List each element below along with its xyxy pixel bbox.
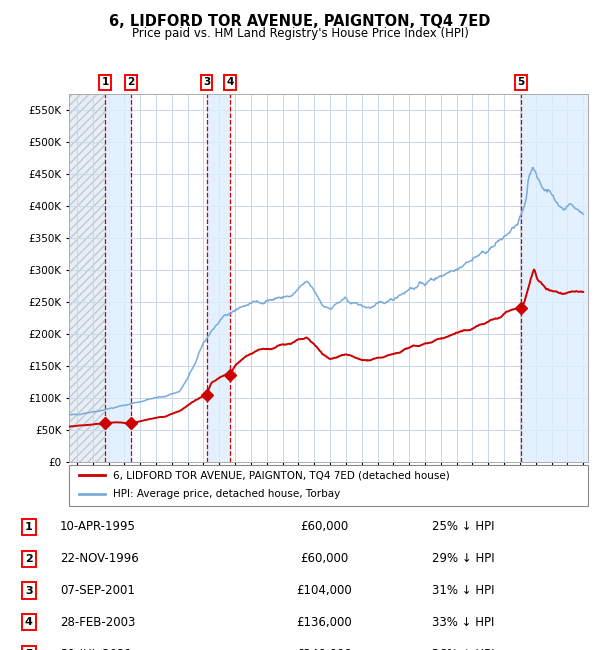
Text: 10-APR-1995: 10-APR-1995	[60, 520, 136, 533]
Text: £60,000: £60,000	[300, 520, 348, 533]
Bar	[105, 94, 131, 461]
Text: HPI: Average price, detached house, Torbay: HPI: Average price, detached house, Torb…	[113, 489, 340, 499]
Bar	[206, 94, 230, 461]
Text: 07-SEP-2001: 07-SEP-2001	[60, 584, 135, 597]
Text: 3: 3	[25, 586, 32, 595]
Text: 2: 2	[127, 77, 134, 88]
Text: 29% ↓ HPI: 29% ↓ HPI	[432, 552, 494, 566]
Text: 6, LIDFORD TOR AVENUE, PAIGNTON, TQ4 7ED (detached house): 6, LIDFORD TOR AVENUE, PAIGNTON, TQ4 7ED…	[113, 471, 450, 480]
Text: £136,000: £136,000	[296, 616, 352, 629]
Text: £104,000: £104,000	[296, 584, 352, 597]
Bar	[69, 94, 105, 461]
Text: 5: 5	[25, 649, 32, 650]
Text: 1: 1	[101, 77, 109, 88]
FancyBboxPatch shape	[69, 465, 588, 506]
Text: 22-NOV-1996: 22-NOV-1996	[60, 552, 139, 566]
Bar	[69, 94, 105, 461]
Text: 6, LIDFORD TOR AVENUE, PAIGNTON, TQ4 7ED: 6, LIDFORD TOR AVENUE, PAIGNTON, TQ4 7ED	[109, 14, 491, 29]
Text: 4: 4	[25, 618, 33, 627]
Text: 33% ↓ HPI: 33% ↓ HPI	[432, 616, 494, 629]
Text: 3: 3	[203, 77, 210, 88]
Text: Price paid vs. HM Land Registry's House Price Index (HPI): Price paid vs. HM Land Registry's House …	[131, 27, 469, 40]
Text: 28-FEB-2003: 28-FEB-2003	[60, 616, 136, 629]
Text: 4: 4	[226, 77, 233, 88]
Text: 36% ↓ HPI: 36% ↓ HPI	[432, 647, 494, 650]
Text: 5: 5	[518, 77, 525, 88]
Bar	[521, 94, 588, 461]
Text: 2: 2	[25, 554, 32, 564]
Text: £60,000: £60,000	[300, 552, 348, 566]
Text: 30-JUL-2021: 30-JUL-2021	[60, 647, 132, 650]
Text: 31% ↓ HPI: 31% ↓ HPI	[432, 584, 494, 597]
Text: 25% ↓ HPI: 25% ↓ HPI	[432, 520, 494, 533]
Text: 1: 1	[25, 522, 32, 532]
Text: £240,000: £240,000	[296, 647, 352, 650]
